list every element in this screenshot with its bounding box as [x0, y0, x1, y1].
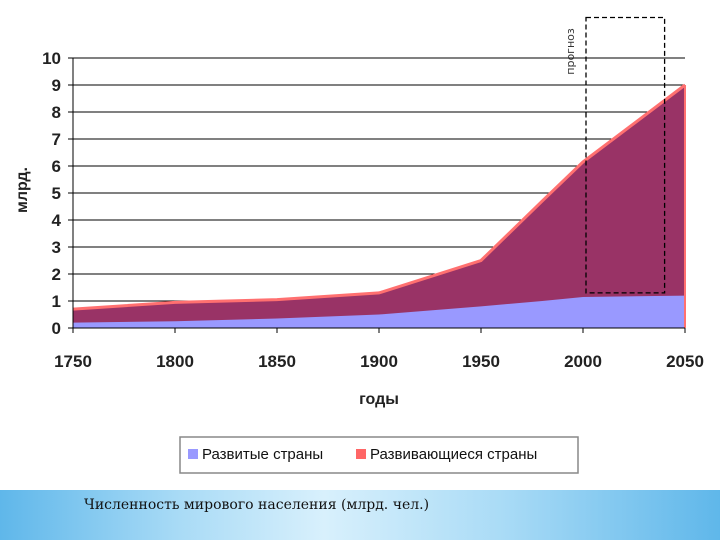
population-chart: 0 1 2 3 4 5 6 7 8 9 10 1750 1800 1850 1900 1950 2000 2050… [14, 16, 704, 474]
x-tick-label: 1850 [258, 352, 296, 371]
y-tick-label: 4 [52, 211, 62, 230]
x-axis-title: годы [359, 391, 399, 408]
footer-band [0, 490, 720, 540]
area-series [72, 83, 686, 328]
x-tick-label: 2000 [564, 352, 602, 371]
x-tick-label: 1900 [360, 352, 398, 371]
area-developing [73, 85, 685, 323]
y-tick-label: 3 [52, 238, 61, 257]
legend-swatch-developed [188, 449, 198, 459]
forecast-box: прогноз [564, 16, 666, 294]
y-tick-label: 9 [52, 76, 61, 95]
y-tick-label: 0 [52, 319, 61, 338]
axes: 0 1 2 3 4 5 6 7 8 9 10 1750 1800 1850 1900 1950 2000 2050 [42, 49, 704, 371]
y-tick-label: 1 [52, 292, 61, 311]
legend-label-developed: Развитые страны [202, 446, 323, 463]
forecast-label: прогноз [564, 28, 577, 75]
x-tick-label: 2050 [666, 352, 704, 371]
legend-box [179, 436, 579, 474]
x-tick-label: 1950 [462, 352, 500, 371]
y-tick-label: 10 [42, 49, 61, 68]
y-tick-label: 6 [52, 157, 61, 176]
legend-label-developing: Развивающиеся страны [370, 446, 537, 463]
legend: Развитые страны Развивающиеся страны [179, 436, 579, 474]
y-tick-label: 5 [52, 184, 61, 203]
x-tick-label: 1800 [156, 352, 194, 371]
y-tick-label: 8 [52, 103, 61, 122]
chart-caption: Численность мирового населения (млрд. че… [84, 497, 430, 513]
y-axis-title: млрд. [14, 167, 31, 213]
x-tick-label: 1750 [54, 352, 92, 371]
grid-lines [73, 57, 685, 302]
y-tick-label: 2 [52, 265, 61, 284]
legend-swatch-developing [356, 449, 366, 459]
y-tick-label: 7 [52, 130, 61, 149]
forecast-box-outline [585, 16, 666, 294]
area-edge [72, 83, 686, 311]
